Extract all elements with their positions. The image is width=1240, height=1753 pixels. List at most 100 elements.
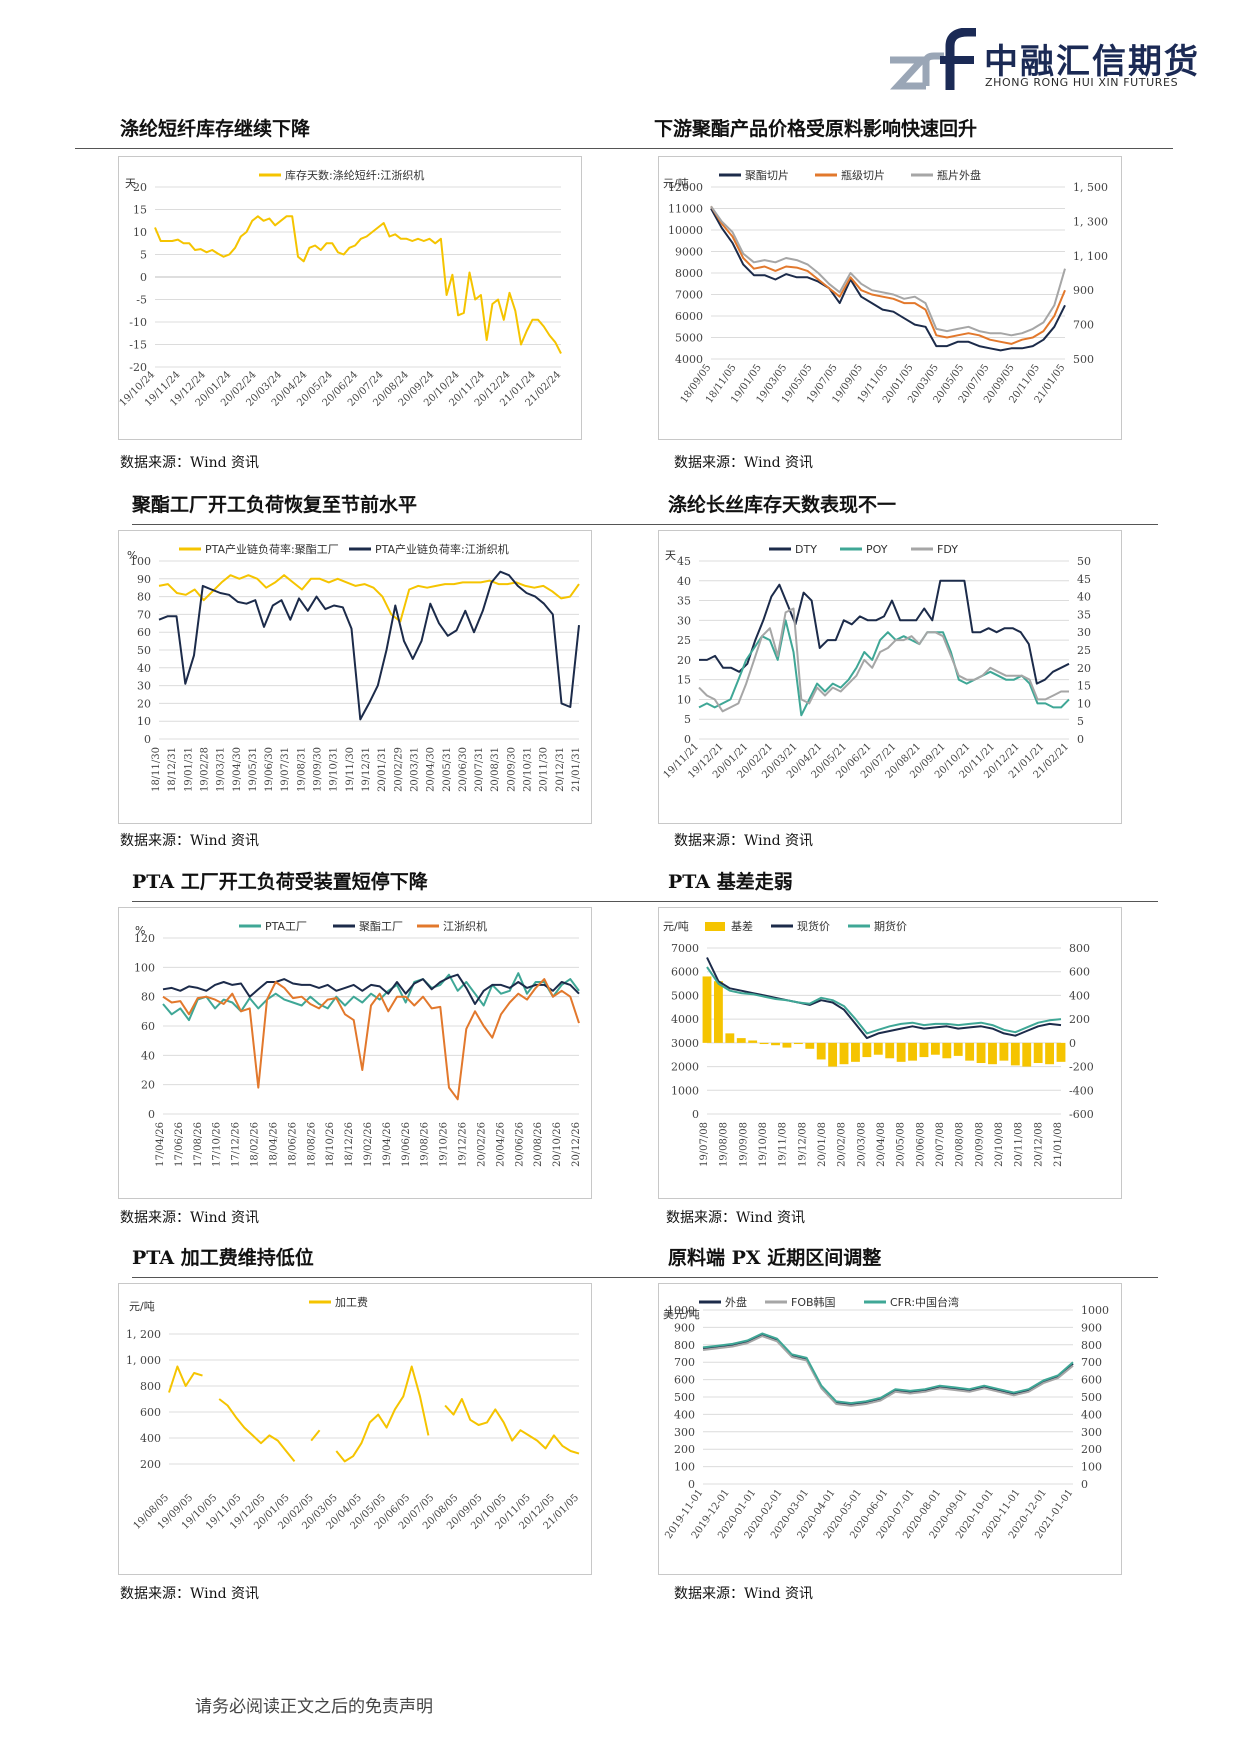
basis-bar — [771, 1042, 780, 1046]
y-tick-label: 8000 — [675, 267, 703, 280]
x-tick-label: 20/07/08 — [935, 1122, 946, 1167]
y-tick-label: 45 — [677, 555, 691, 568]
chart-7: 1000 900 800 700 600 500 400 300 200 100 0 1000 900 8… — [658, 1283, 1122, 1575]
x-tick-label: 20/08/26 — [533, 1122, 544, 1167]
x-tick-label: 19/12/31 — [361, 747, 372, 792]
y-tick-label: 600 — [140, 1406, 161, 1419]
x-tick-label: 18/04/26 — [268, 1122, 279, 1167]
y-tick-label: 10 — [137, 715, 151, 728]
y-tick-label: 4000 — [675, 353, 703, 366]
x-tick-label: 17/12/26 — [231, 1122, 242, 1167]
basis-bar — [828, 1042, 838, 1067]
y-tick-label: 40 — [141, 1049, 155, 1062]
y2-tick-label: 10 — [1077, 697, 1091, 710]
basis-bar — [805, 1042, 815, 1049]
series-line — [699, 579, 1070, 685]
x-tick-label: 20/09/30 — [506, 747, 517, 792]
basis-bar — [976, 1042, 986, 1064]
y2-tick-label: 0 — [1077, 733, 1084, 746]
x-tick-label: 19/08/26 — [420, 1122, 431, 1167]
x-tick-label: 18/02/26 — [250, 1122, 261, 1167]
y2-tick-label: 5 — [1077, 715, 1084, 728]
data-source: 数据来源：Wind 资讯 — [120, 1210, 260, 1226]
x-tick-label: 20/08/31 — [490, 747, 501, 792]
x-tick-label: 19/10/08 — [758, 1122, 769, 1167]
x-tick-label: 18/12/26 — [344, 1122, 355, 1167]
y-tick-label: 100 — [130, 555, 151, 568]
legend-label: 期货价 — [874, 919, 907, 933]
basis-bar — [1022, 1042, 1032, 1067]
y-tick-label: 6000 — [671, 966, 699, 979]
x-tick-label: 20/09/08 — [974, 1122, 985, 1167]
x-tick-label: 20/04/08 — [876, 1122, 887, 1167]
y2-tick-label: 50 — [1077, 555, 1091, 568]
y-tick-label: 200 — [140, 1458, 161, 1471]
y2-tick-label: 200 — [1081, 1443, 1102, 1456]
x-tick-label: 19/04/26 — [382, 1122, 393, 1167]
x-tick-label: 19/02/26 — [363, 1122, 374, 1167]
axis-unit-label: % — [127, 549, 137, 562]
y2-tick-label: 1, 300 — [1073, 215, 1108, 228]
legend-label: POY — [866, 543, 888, 556]
x-tick-label: 20/10/26 — [552, 1122, 563, 1167]
y2-tick-label: 300 — [1081, 1426, 1102, 1439]
y-tick-label: 0 — [688, 1478, 695, 1491]
logo-text-cn: 中融汇信期货 — [984, 42, 1200, 82]
x-tick-label: 19/05/31 — [248, 747, 259, 792]
y2-tick-label: 25 — [1077, 644, 1091, 657]
x-tick-label: 19/07/31 — [280, 747, 291, 792]
divider — [75, 148, 1173, 149]
x-tick-label: 20/06/30 — [458, 747, 469, 792]
y-tick-label: 30 — [137, 680, 151, 693]
section-title: 原料端 PX 近期区间调整 — [668, 1247, 882, 1269]
y2-tick-label: 1, 100 — [1073, 250, 1108, 263]
y-tick-label: 3000 — [671, 1037, 699, 1050]
x-tick-label: 17/08/26 — [193, 1122, 204, 1167]
basis-bar — [1010, 1042, 1020, 1066]
data-source: 数据来源：Wind 资讯 — [674, 455, 814, 471]
y2-tick-label: 1, 500 — [1073, 181, 1108, 194]
x-tick-label: 18/10/26 — [325, 1122, 336, 1167]
y-tick-label: 9000 — [675, 246, 703, 259]
y-tick-label: 20 — [141, 1079, 155, 1092]
basis-bar — [919, 1042, 929, 1058]
x-tick-label: 20/05/31 — [442, 747, 453, 792]
y-tick-label: 80 — [137, 591, 151, 604]
chart-3: 45 40 35 30 25 20 15 10 5 0 50 45 40 35 30 25 20 15 10 5 0 天 1… — [658, 530, 1122, 824]
y-tick-label: 0 — [144, 733, 151, 746]
section-title: PTA 工厂开工负荷受装置短停下降 — [132, 871, 428, 893]
y-tick-label: 15 — [133, 204, 147, 217]
section-title: PTA 基差走弱 — [668, 871, 793, 893]
series-line — [154, 215, 562, 354]
series-line — [698, 619, 1070, 717]
basis-bar — [713, 981, 723, 1043]
y2-tick-label: 700 — [1081, 1356, 1102, 1369]
basis-bar — [1045, 1042, 1055, 1065]
legend-label: 外盘 — [725, 1295, 747, 1309]
x-tick-label: 20/02/26 — [476, 1122, 487, 1167]
x-tick-label: 20/06/08 — [915, 1122, 926, 1167]
basis-bar — [702, 976, 712, 1043]
y-tick-label: 700 — [674, 1356, 695, 1369]
y2-tick-label: 500 — [1081, 1391, 1102, 1404]
x-tick-label: 20/07/31 — [474, 747, 485, 792]
y2-tick-label: 15 — [1077, 680, 1091, 693]
y-tick-label: -10 — [129, 316, 147, 329]
y-tick-label: 120 — [134, 932, 155, 945]
basis-bar — [965, 1042, 975, 1061]
y-tick-label: 4000 — [671, 1013, 699, 1026]
y2-tick-label: 700 — [1073, 319, 1094, 332]
x-tick-label: 18/08/26 — [306, 1122, 317, 1167]
x-tick-label: 21/01/31 — [571, 747, 582, 792]
x-tick-label: 17/06/26 — [174, 1122, 185, 1167]
y-tick-label: 11000 — [668, 203, 703, 216]
y-tick-label: -15 — [129, 339, 147, 352]
x-tick-label: 20/03/31 — [409, 747, 420, 792]
basis-bar — [793, 1042, 803, 1045]
legend-label: 瓶片外盘 — [937, 168, 981, 182]
x-tick-label: 19/12/08 — [797, 1122, 808, 1167]
series-line — [698, 607, 1069, 713]
y-tick-label: 5000 — [675, 332, 703, 345]
y2-tick-label: 0 — [1081, 1478, 1088, 1491]
legend-label: 加工费 — [335, 1296, 368, 1309]
